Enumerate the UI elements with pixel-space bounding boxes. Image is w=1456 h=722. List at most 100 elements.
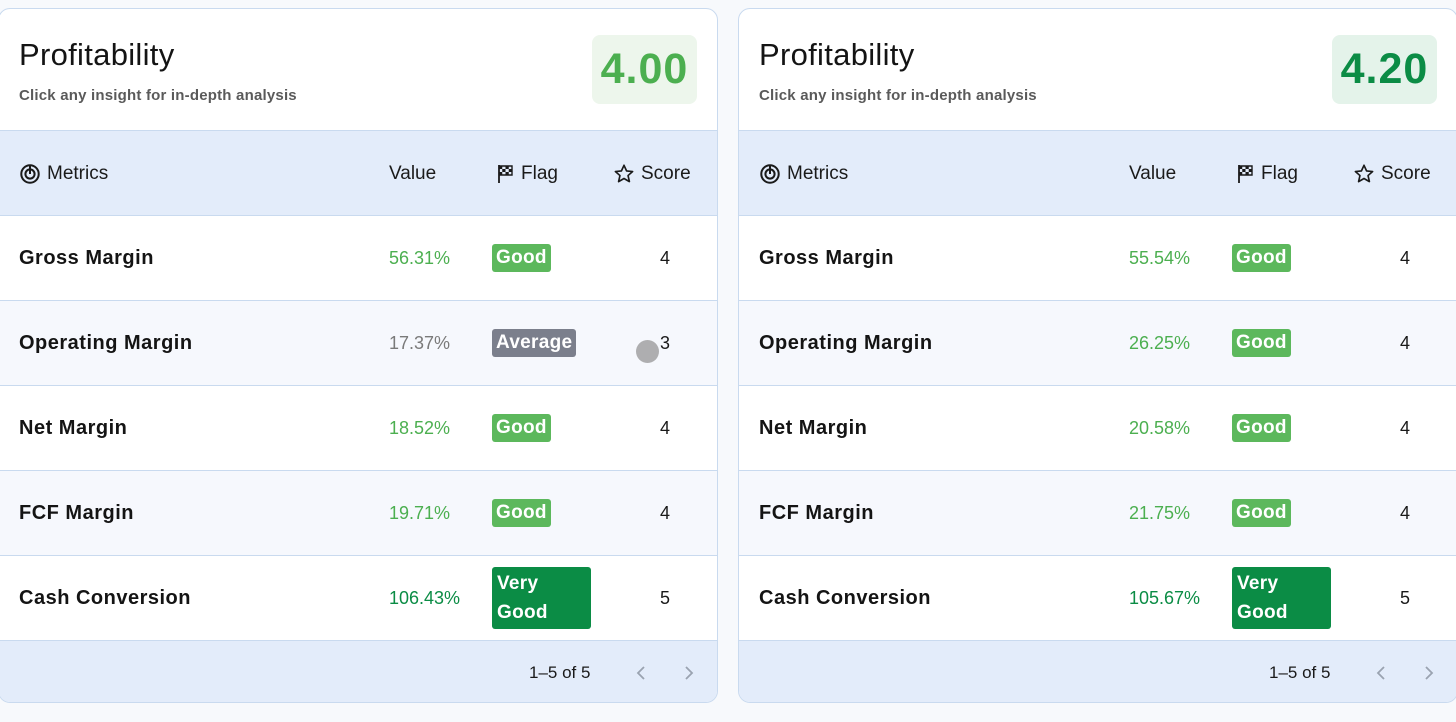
star-icon — [1354, 163, 1374, 182]
flag-cell: Good — [492, 386, 551, 470]
flag-cell: Good — [1232, 216, 1291, 300]
table-row[interactable]: Operating Margin 17.37% Average 3 — [0, 301, 717, 386]
metric-score: 4 — [1399, 247, 1410, 268]
previous-page-button[interactable] — [629, 661, 653, 685]
column-header-score[interactable]: Score — [613, 131, 691, 216]
flag-badge: Very Good — [492, 567, 591, 629]
flag-badge: Good — [1232, 414, 1291, 442]
column-header-value[interactable]: Value — [389, 131, 436, 216]
flag-badge: Good — [1232, 329, 1291, 357]
metric-name: Operating Margin — [759, 331, 933, 354]
pagination-range: 1–5 of 5 — [529, 663, 591, 682]
metric-name: FCF Margin — [19, 501, 134, 524]
metric-value: 18.52% — [389, 417, 451, 438]
card-title: Profitability — [19, 37, 175, 72]
table-footer: 1–5 of 5 — [0, 641, 717, 702]
card-header: Profitability Click any insight for in-d… — [0, 9, 717, 131]
table-row[interactable]: Cash Conversion 105.67% Very Good 5 — [739, 556, 1456, 641]
metrics-table-body: Gross Margin 55.54% Good 4 Operating Margin 2… — [739, 216, 1456, 641]
metric-name: Gross Margin — [19, 246, 154, 269]
metric-score: 4 — [659, 502, 670, 523]
metric-value: 55.54% — [1129, 247, 1191, 268]
mouse-cursor-indicator — [636, 340, 659, 363]
flag-badge: Good — [1232, 244, 1291, 272]
metric-value: 106.43% — [389, 587, 461, 608]
next-page-button[interactable] — [1417, 661, 1441, 685]
flag-cell: Good — [492, 216, 551, 300]
metric-score: 4 — [1399, 417, 1410, 438]
flag-cell: Good — [1232, 386, 1291, 470]
metric-name: Net Margin — [19, 416, 128, 439]
metric-score: 5 — [659, 587, 670, 608]
column-header-value[interactable]: Value — [1129, 131, 1176, 216]
chevron-right-icon — [685, 666, 694, 680]
pagination-range: 1–5 of 5 — [1269, 663, 1331, 682]
metric-value: 17.37% — [389, 332, 451, 353]
card-header: Profitability Click any insight for in-d… — [739, 9, 1456, 131]
table-header: Metrics Value Flag Score — [739, 131, 1456, 216]
column-label: Flag — [521, 162, 558, 184]
flag-badge: Good — [1232, 499, 1291, 527]
flag-badge: Good — [492, 244, 551, 272]
chevron-left-icon — [636, 666, 645, 680]
table-row[interactable]: Net Margin 20.58% Good 4 — [739, 386, 1456, 471]
column-label: Metrics — [787, 162, 849, 184]
column-header-metrics[interactable]: Metrics — [759, 131, 848, 216]
metric-name: Cash Conversion — [19, 586, 191, 609]
metric-score: 5 — [1399, 587, 1410, 608]
column-label: Score — [1381, 162, 1431, 184]
column-label: Flag — [1261, 162, 1298, 184]
target-icon — [760, 163, 780, 184]
flag-cell: Good — [492, 471, 551, 555]
table-row[interactable]: Gross Margin 56.31% Good 4 — [0, 216, 717, 301]
checkered-flag-icon — [498, 164, 513, 183]
column-label: Metrics — [47, 162, 109, 184]
metric-value: 19.71% — [389, 502, 451, 523]
card-subtitle: Click any insight for in-depth analysis — [19, 87, 297, 104]
table-row[interactable]: Cash Conversion 106.43% Very Good 5 — [0, 556, 717, 641]
metric-value: 56.31% — [389, 247, 451, 268]
chevron-right-icon — [1425, 666, 1434, 680]
column-label: Score — [641, 162, 691, 184]
metric-score: 4 — [1399, 332, 1410, 353]
column-header-score[interactable]: Score — [1353, 131, 1431, 216]
table-row[interactable]: FCF Margin 21.75% Good 4 — [739, 471, 1456, 556]
checkered-flag-icon — [1238, 164, 1253, 183]
metric-name: Operating Margin — [19, 331, 193, 354]
metric-name: Gross Margin — [759, 246, 894, 269]
metric-name: FCF Margin — [759, 501, 874, 524]
metric-score: 4 — [1399, 502, 1410, 523]
next-page-button[interactable] — [677, 661, 701, 685]
profitability-card: Profitability Click any insight for in-d… — [738, 8, 1456, 703]
column-header-metrics[interactable]: Metrics — [19, 131, 108, 216]
chevron-left-icon — [1376, 666, 1385, 680]
table-header: Metrics Value Flag Score — [0, 131, 717, 216]
metric-value: 26.25% — [1129, 332, 1191, 353]
column-header-flag[interactable]: Flag — [497, 131, 558, 216]
column-label: Value — [1129, 162, 1177, 184]
card-title: Profitability — [759, 37, 915, 72]
metric-score: 4 — [659, 417, 670, 438]
flag-badge: Good — [492, 414, 551, 442]
flag-cell: Good — [1232, 301, 1291, 385]
metric-name: Cash Conversion — [759, 586, 931, 609]
table-row[interactable]: Net Margin 18.52% Good 4 — [0, 386, 717, 471]
table-footer: 1–5 of 5 — [739, 641, 1456, 702]
metric-score: 3 — [659, 332, 670, 353]
metric-value: 20.58% — [1129, 417, 1191, 438]
flag-cell: Good — [1232, 471, 1291, 555]
overall-score-badge: 4.00 — [592, 35, 697, 104]
flag-badge: Average — [492, 329, 577, 357]
table-row[interactable]: FCF Margin 19.71% Good 4 — [0, 471, 717, 556]
target-icon — [20, 163, 40, 184]
previous-page-button[interactable] — [1369, 661, 1393, 685]
card-subtitle: Click any insight for in-depth analysis — [759, 87, 1037, 104]
overall-score-badge: 4.20 — [1332, 35, 1437, 104]
flag-badge: Very Good — [1232, 567, 1331, 629]
column-header-flag[interactable]: Flag — [1237, 131, 1298, 216]
table-row[interactable]: Operating Margin 26.25% Good 4 — [739, 301, 1456, 386]
flag-cell: Very Good — [492, 556, 591, 640]
table-row[interactable]: Gross Margin 55.54% Good 4 — [739, 216, 1456, 301]
metric-name: Net Margin — [759, 416, 868, 439]
flag-badge: Good — [492, 499, 551, 527]
